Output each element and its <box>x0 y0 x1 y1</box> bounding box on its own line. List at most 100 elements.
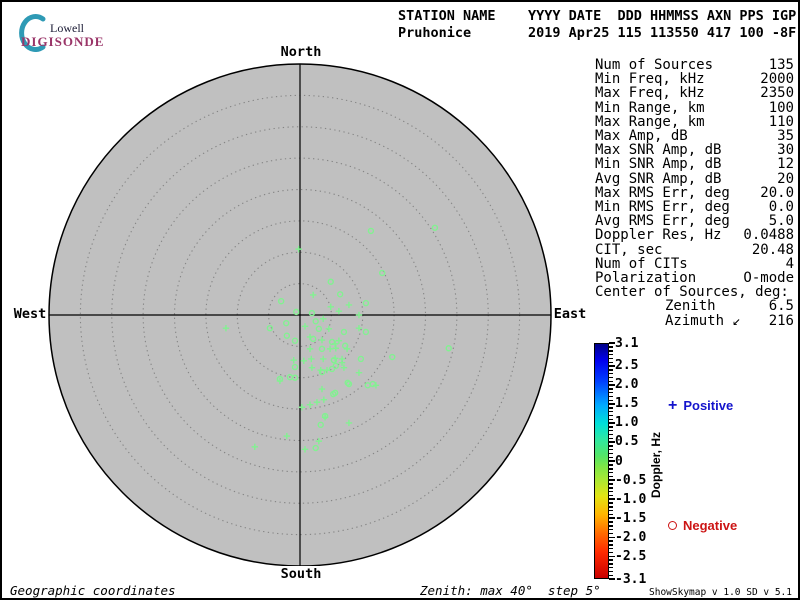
param-row: Max Amp, dB 35 <box>595 129 794 143</box>
source-marker-negative <box>362 299 370 307</box>
colorbar-minor-tick <box>609 353 613 356</box>
param-value: 5.0 <box>768 213 794 230</box>
colorbar-minor-tick <box>609 433 613 436</box>
param-row: Doppler Res, Hz 0.0488 <box>595 228 794 242</box>
param-value: 0.0488 <box>743 227 794 244</box>
source-marker-negative <box>317 421 324 429</box>
colorbar-tick-label: -1.0 <box>615 491 647 507</box>
compass-label-west: West <box>12 306 48 322</box>
source-marker-negative <box>340 328 348 336</box>
footer-version: ShowSkymap v 1.0 SD v 5.1 <box>649 587 792 598</box>
colorbar-tick-label: -3.1 <box>615 571 647 587</box>
colorbar <box>594 343 609 579</box>
source-marker-negative <box>367 227 375 235</box>
param-row: Polarization O-mode <box>595 271 794 285</box>
param-row: Max RMS Err, deg 20.0 <box>595 186 794 200</box>
colorbar-major-tick <box>609 517 615 519</box>
colorbar-major-tick <box>609 578 615 580</box>
source-marker-positive <box>355 311 363 319</box>
digisonde-logo: Lowell DIGISONDE <box>10 8 210 52</box>
source-marker-positive <box>320 315 327 322</box>
colorbar-minor-tick <box>609 449 613 451</box>
colorbar-minor-tick <box>609 540 613 542</box>
param-row: Min SNR Amp, dB 12 <box>595 157 794 171</box>
colorbar-minor-tick <box>609 544 613 546</box>
colorbar-minor-tick <box>609 411 613 413</box>
source-marker-negative <box>389 353 396 361</box>
param-value: 110 <box>768 113 794 130</box>
source-marker-negative <box>266 324 274 332</box>
colorbar-major-tick <box>609 342 615 344</box>
param-row: CIT, sec 20.48 <box>595 242 794 257</box>
param-label: Avg RMS Err, deg <box>595 213 730 230</box>
source-marker-negative <box>431 224 439 231</box>
param-label: Polarization <box>595 270 697 287</box>
source-marker-positive <box>290 356 297 364</box>
colorbar-minor-tick <box>609 509 613 512</box>
colorbar-minor-tick <box>609 350 613 352</box>
source-marker-positive <box>308 355 315 363</box>
colorbar-title: Doppler, Hz <box>649 431 663 499</box>
colorbar-minor-tick <box>609 376 613 379</box>
param-label: Num of CITs <box>595 255 688 272</box>
source-marker-positive <box>325 325 333 333</box>
colorbar-minor-tick <box>609 513 613 516</box>
footer-zenith-scale: Zenith: max 40° step 5° <box>420 583 601 598</box>
colorbar-minor-tick <box>609 574 613 577</box>
colorbar-minor-tick <box>609 487 613 489</box>
param-label: Max RMS Err, deg <box>595 184 730 201</box>
colorbar-minor-tick <box>609 567 613 569</box>
colorbar-minor-tick <box>609 395 613 398</box>
colorbar-minor-tick <box>609 494 613 497</box>
source-marker-positive <box>321 414 329 421</box>
source-marker-negative <box>327 278 334 285</box>
param-row: Min RMS Err, deg 0.0 <box>595 200 794 214</box>
colorbar-minor-tick <box>609 456 613 459</box>
param-row: Max Range, km 110 <box>595 115 794 129</box>
colorbar-minor-tick <box>609 407 613 409</box>
source-marker-negative <box>318 368 326 376</box>
source-marker-positive <box>313 399 321 406</box>
source-marker-positive <box>326 345 334 353</box>
source-marker-positive <box>283 432 291 440</box>
source-marker-positive <box>298 404 306 411</box>
colorbar-major-tick <box>609 384 615 386</box>
param-label: Doppler Res, Hz <box>595 227 722 244</box>
colorbar-minor-tick <box>609 388 613 390</box>
colorbar-tick-label: -1.5 <box>615 510 647 526</box>
footer-coordinates-label: Geographic coordinates <box>10 583 176 598</box>
param-value: 30 <box>777 142 794 159</box>
header-block: STATION NAME YYYY DATE DDD HHMMSS AXN PP… <box>398 8 796 41</box>
source-marker-negative <box>293 308 300 316</box>
source-marker-negative <box>309 335 317 343</box>
param-row: Num of Sources 135 <box>595 58 794 72</box>
source-marker-negative <box>345 380 353 388</box>
colorbar-major-tick <box>609 555 615 557</box>
param-row: Max SNR Amp, dB 30 <box>595 143 794 157</box>
param-value: 20 <box>777 170 794 187</box>
source-marker-negative <box>344 379 351 386</box>
source-marker-positive <box>335 337 343 344</box>
param-value: 216 <box>768 312 794 329</box>
source-marker-negative <box>291 363 299 371</box>
colorbar-minor-tick <box>609 529 613 531</box>
source-marker-positive <box>301 446 309 453</box>
source-marker-negative <box>364 382 371 389</box>
param-label: Center of Sources, deg: <box>595 284 789 301</box>
colorbar-minor-tick <box>609 372 613 375</box>
param-row: Min Freq, kHz 2000 <box>595 72 794 86</box>
source-marker-positive <box>251 443 259 450</box>
source-marker-positive <box>301 323 309 330</box>
source-marker-positive <box>306 345 314 353</box>
param-label: Max Range, km <box>595 113 705 130</box>
param-value: O-mode <box>743 270 794 287</box>
colorbar-major-tick <box>609 403 615 405</box>
colorbar-tick-label: -2.5 <box>615 548 647 564</box>
logo-crescent-icon <box>19 14 46 52</box>
colorbar-tick-label: 1.0 <box>615 415 639 431</box>
colorbar-major-tick <box>609 441 615 443</box>
param-label: Max Amp, dB <box>595 128 688 145</box>
colorbar-minor-tick <box>609 418 613 421</box>
source-marker-positive <box>355 324 363 332</box>
source-marker-negative <box>362 328 370 336</box>
